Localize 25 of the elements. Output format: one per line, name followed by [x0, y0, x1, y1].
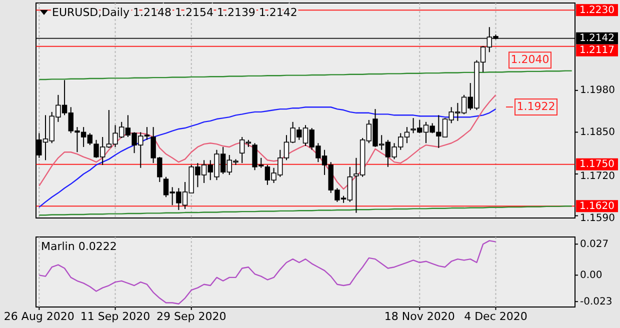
x-tick-label: 4 Dec 2020 — [464, 310, 528, 323]
y-tick-label: 1.1590 — [580, 212, 615, 224]
line-series — [38, 70, 572, 80]
x-tick-label: 11 Sep 2020 — [80, 310, 150, 323]
y-tick-label: -0.023 — [580, 296, 612, 308]
annotation: 1.2040 — [510, 53, 550, 66]
ref-line-label: 1.2230 — [580, 4, 614, 16]
y-tick-label: 0.00 — [580, 270, 602, 281]
y-tick-label: 1.1980 — [580, 85, 615, 96]
ref-line-label: 1.2142 — [580, 33, 614, 44]
ref-line-label: 1.2117 — [580, 45, 614, 56]
y-tick-label: 1.1720 — [580, 171, 615, 182]
line-series — [38, 106, 496, 208]
line-series — [38, 94, 496, 190]
annotation: 1.1922 — [516, 100, 556, 114]
line-series — [38, 240, 496, 304]
y-tick-label: 0.027 — [580, 238, 609, 250]
x-tick-label: 18 Nov 2020 — [384, 310, 455, 323]
chart-title: Marlin 0.0222 — [41, 240, 117, 253]
x-tick-label: 26 Aug 2020 — [4, 310, 74, 323]
x-tick-label: 29 Sep 2020 — [156, 310, 226, 323]
ref-line-label: 1.1750 — [580, 159, 614, 170]
ref-line-label: 1.1620 — [580, 200, 614, 212]
line-series — [38, 206, 572, 216]
y-tick-label: 1.1850 — [580, 126, 615, 138]
